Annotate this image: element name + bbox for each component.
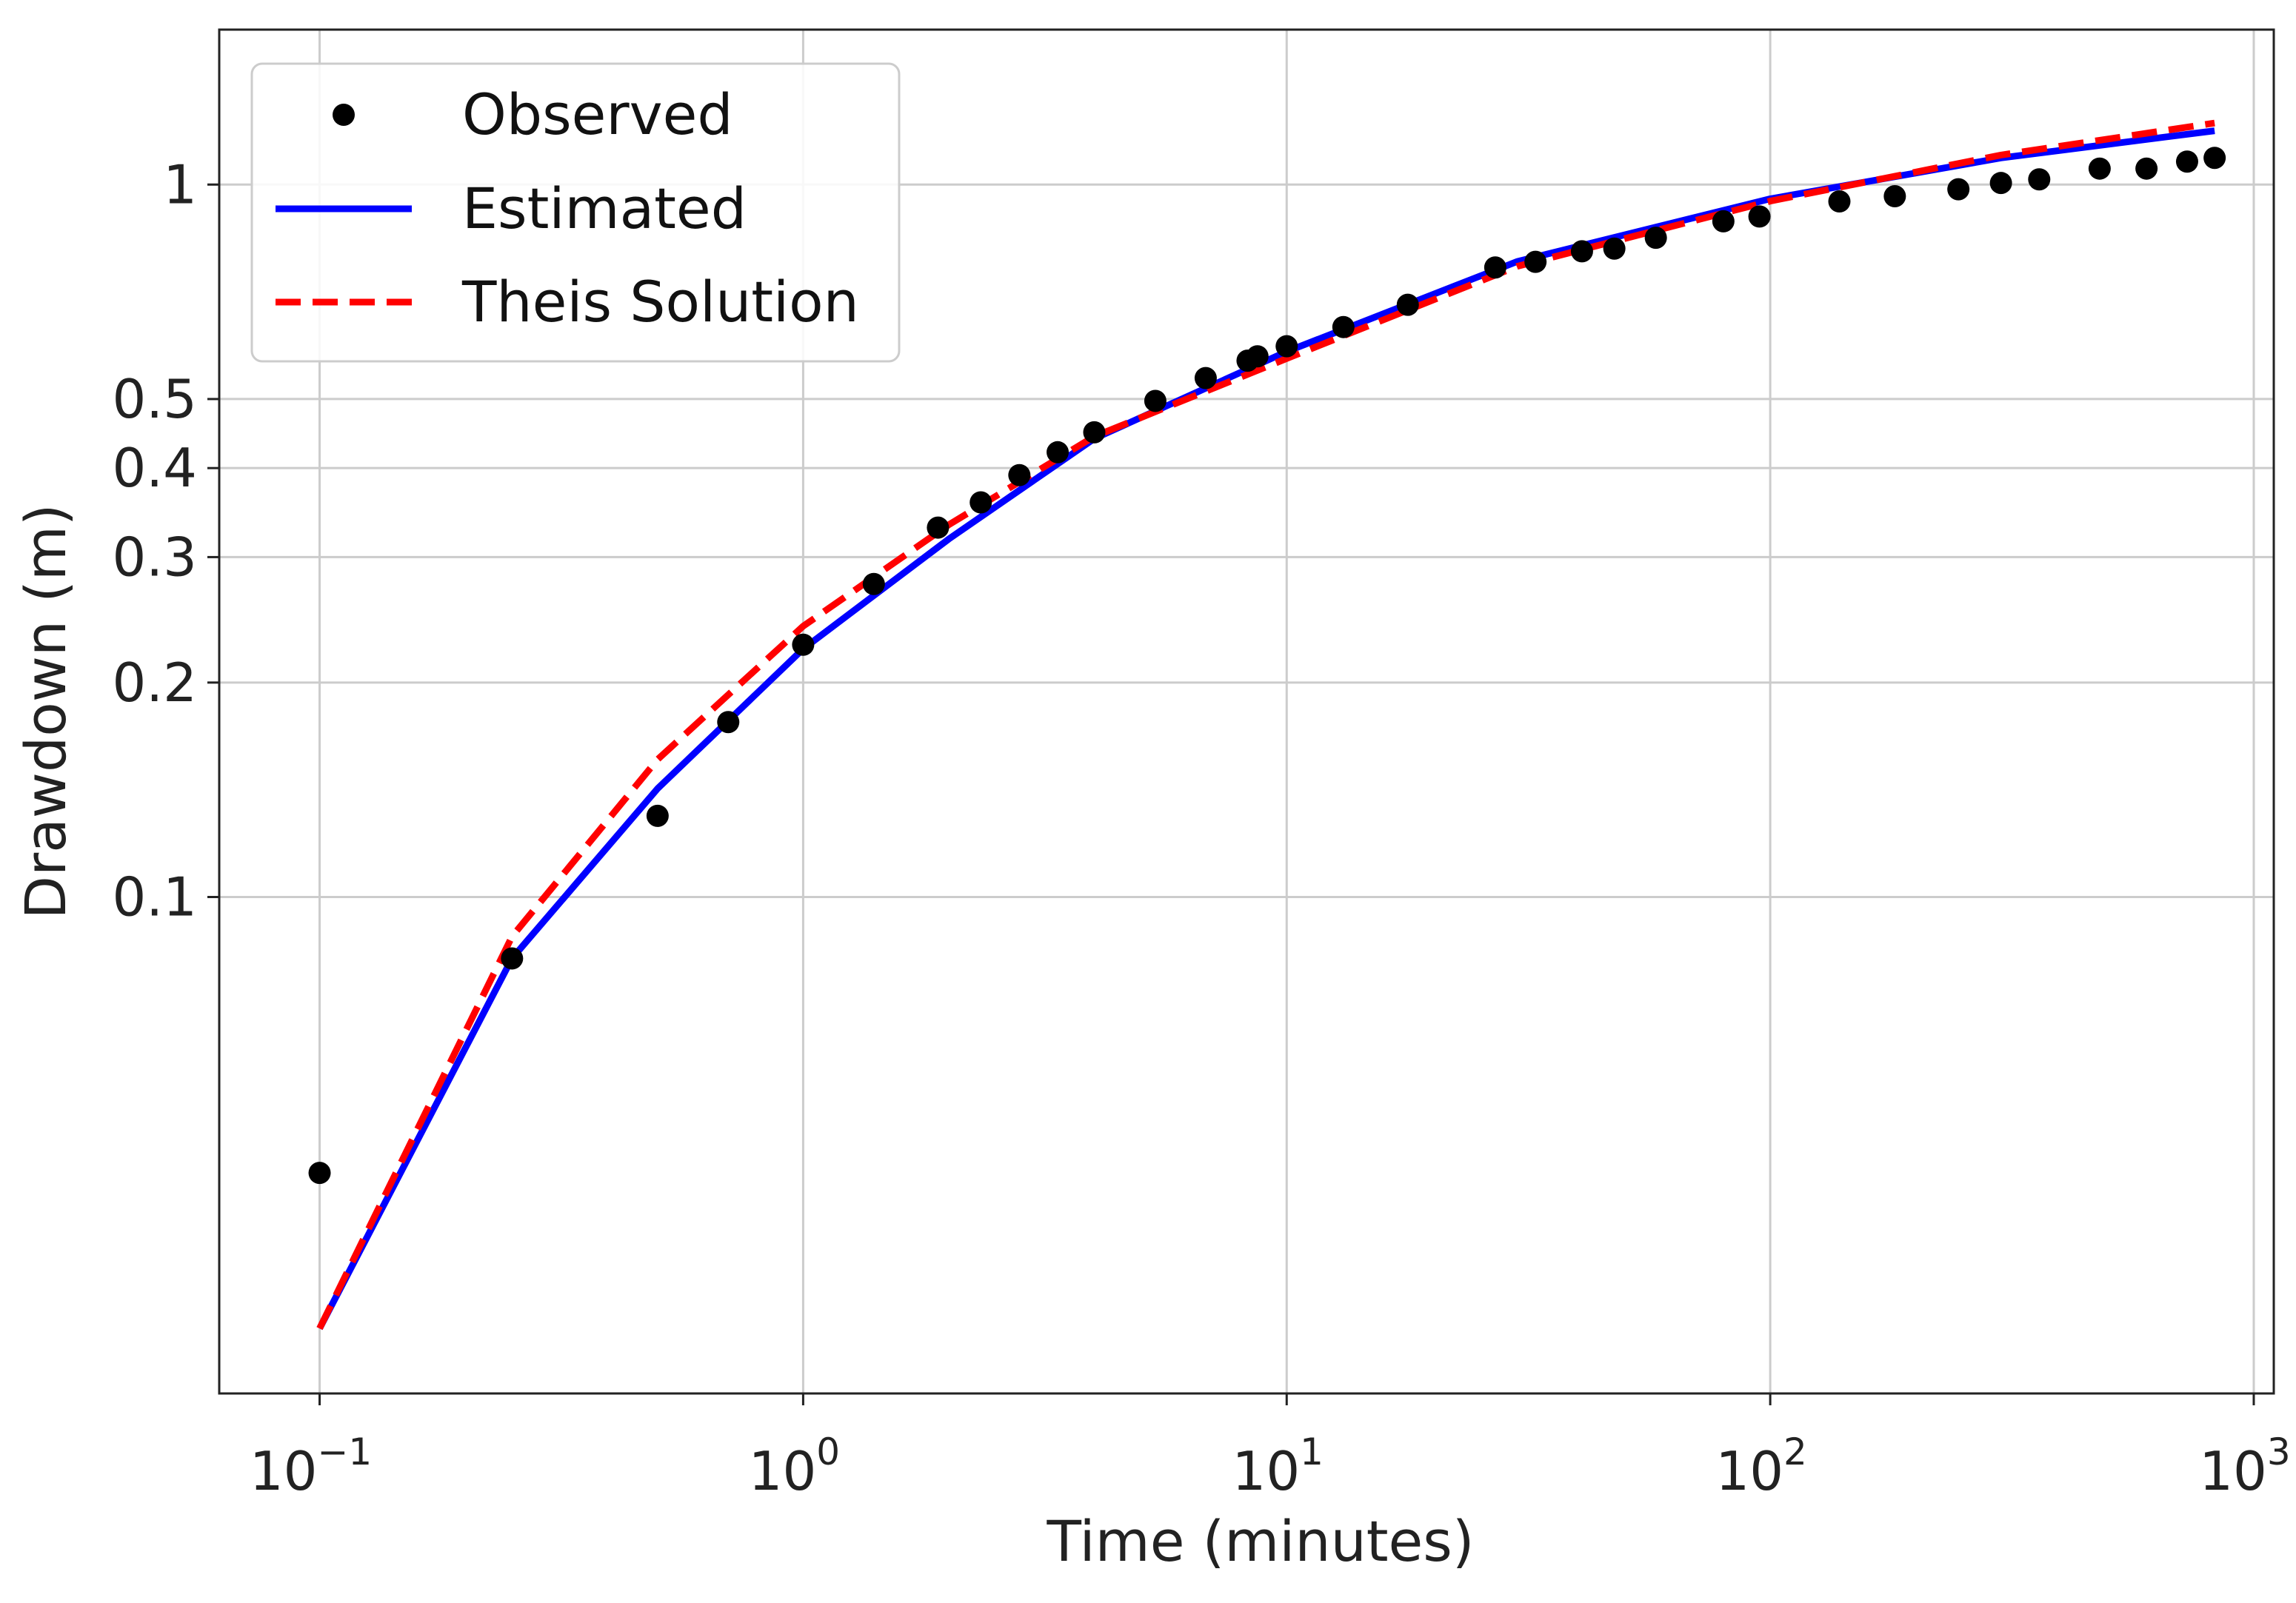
observed-point — [1828, 190, 1851, 213]
observed-point — [792, 633, 815, 656]
observed-point — [1194, 367, 1217, 389]
observed-point — [1748, 205, 1771, 228]
x-tick-label-exponent: −1 — [317, 1430, 372, 1473]
observed-point — [927, 516, 950, 539]
observed-point — [2203, 147, 2226, 170]
observed-point — [2135, 157, 2158, 180]
observed-point — [1883, 185, 1906, 208]
legend-observed-marker — [333, 104, 355, 126]
observed-point — [1603, 237, 1626, 260]
x-tick-label: 10−1 — [250, 1430, 372, 1502]
observed-point — [2088, 157, 2111, 180]
plot-frame — [218, 28, 2275, 1395]
x-tick-label: 100 — [749, 1430, 840, 1502]
observed-point — [1275, 335, 1298, 358]
y-tick-label: 0.3 — [112, 526, 197, 588]
y-axis-label: Drawdown (m) — [13, 503, 79, 919]
observed-point — [717, 711, 740, 734]
observed-point — [1570, 240, 1593, 263]
legend-box — [250, 62, 901, 363]
legend-estimated-label: Estimated — [462, 175, 747, 241]
x-tick-label-base: 10 — [2199, 1440, 2267, 1502]
observed-point — [1246, 345, 1269, 368]
observed-point — [1144, 389, 1167, 412]
observed-point — [1989, 172, 2012, 195]
x-tick-label-base: 10 — [749, 1440, 817, 1502]
x-tick-label-base: 10 — [1232, 1440, 1301, 1502]
observed-point — [2175, 150, 2198, 173]
x-tick-label: 102 — [1715, 1430, 1806, 1502]
x-tick-label-exponent: 0 — [816, 1430, 840, 1473]
x-tick-label-base: 10 — [250, 1440, 318, 1502]
observed-point — [1047, 441, 1069, 464]
legend-observed-label: Observed — [462, 81, 733, 147]
y-tick-label: 0.5 — [112, 368, 197, 430]
y-tick-label: 0.2 — [112, 652, 197, 714]
observed-point — [1712, 210, 1735, 232]
x-tick-label-exponent: 1 — [1300, 1430, 1324, 1473]
y-tick-label: 0.4 — [112, 437, 197, 499]
observed-point — [646, 804, 669, 827]
x-tick-label-exponent: 2 — [1783, 1430, 1807, 1473]
observed-point — [970, 491, 992, 514]
observed-point — [1947, 178, 1970, 201]
legend: Observed Estimated Theis Solution — [250, 62, 901, 363]
observed-point — [1008, 464, 1031, 486]
y-tick-label: 1 — [163, 153, 197, 215]
x-tick-label: 103 — [2199, 1430, 2290, 1502]
observed-point — [1083, 421, 1106, 444]
observed-point — [1396, 293, 1419, 316]
observed-point — [308, 1162, 331, 1185]
grid — [219, 30, 2274, 1393]
observed-point — [501, 947, 524, 970]
x-tick-label-exponent: 3 — [2267, 1430, 2291, 1473]
observed-point — [1644, 227, 1667, 250]
observed-point — [862, 572, 885, 595]
x-tick-label: 101 — [1232, 1430, 1324, 1502]
observed-point — [2028, 168, 2051, 191]
observed-point — [1332, 315, 1355, 338]
x-axis-label: Time (minutes) — [1046, 1508, 1474, 1574]
plot-area — [308, 119, 2226, 1331]
legend-theis-solution-label: Theis Solution — [461, 269, 859, 335]
theis-solution-line — [316, 119, 2215, 1331]
observed-point — [1524, 250, 1547, 273]
observed-point — [1484, 256, 1506, 279]
axis-labels: Time (minutes) Drawdown (m) — [13, 503, 1475, 1574]
y-tick-label: 0.1 — [112, 866, 197, 928]
x-tick-label-base: 10 — [1715, 1440, 1783, 1502]
